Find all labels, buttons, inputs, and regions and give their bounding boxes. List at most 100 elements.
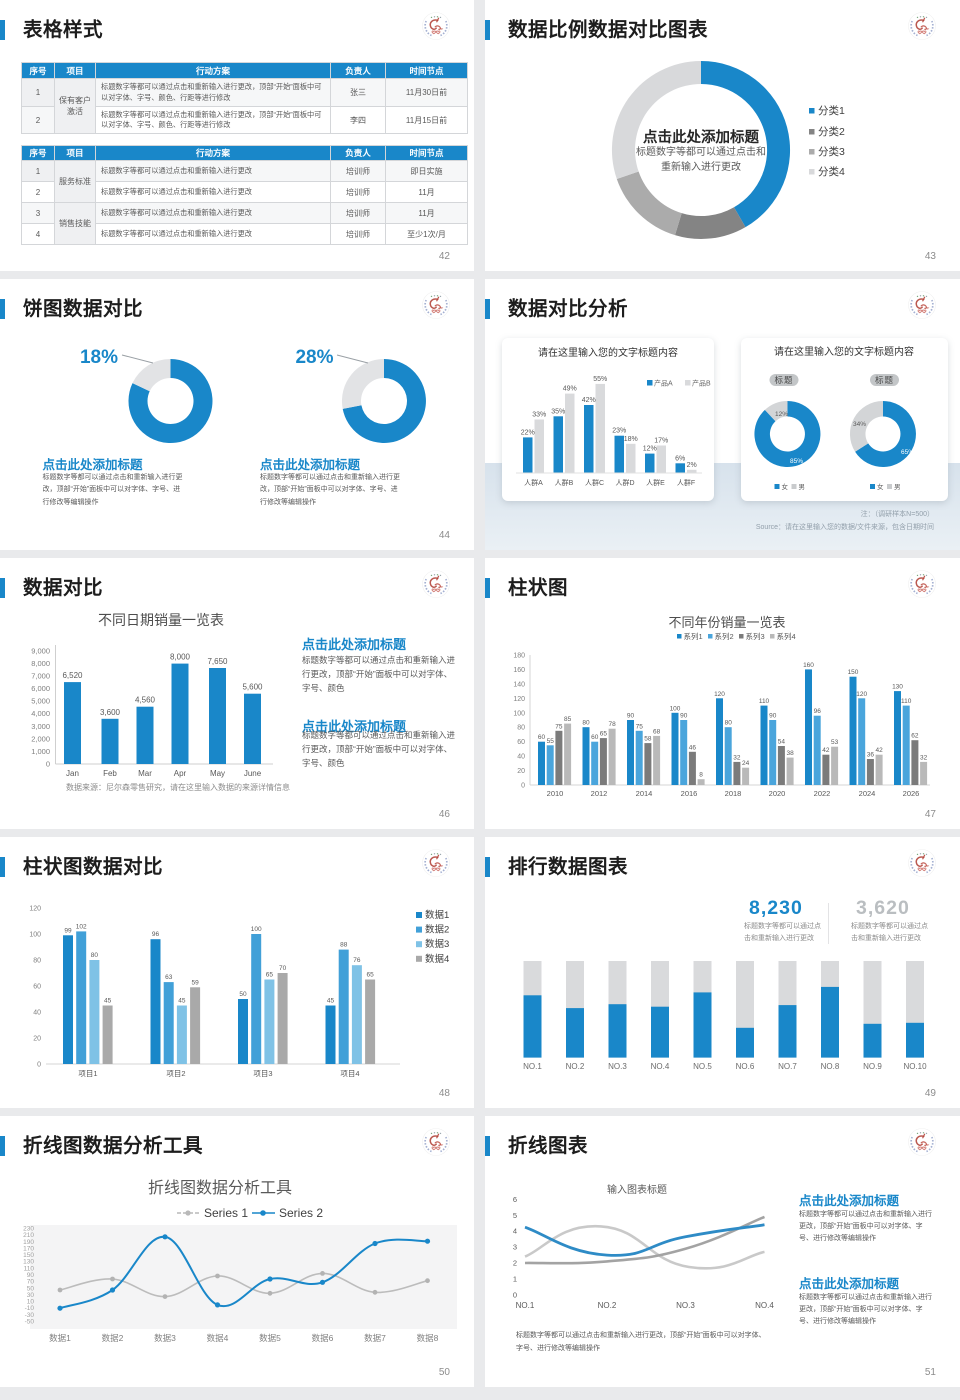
svg-text:-10: -10 [25,1305,35,1312]
svg-text:80: 80 [517,725,525,732]
svg-text:NO.1: NO.1 [516,1301,535,1310]
svg-text:42: 42 [822,747,830,754]
svg-text:210: 210 [23,1232,34,1239]
svg-text:数据4: 数据4 [425,953,449,965]
svg-text:系列1: 系列1 [684,631,703,641]
svg-text:88: 88 [340,942,348,949]
svg-text:180: 180 [513,653,525,660]
svg-text:NO.3: NO.3 [608,1062,627,1071]
svg-text:100: 100 [29,932,41,939]
svg-text:Jan: Jan [66,769,79,778]
svg-text:-50: -50 [25,1319,35,1326]
svg-text:0: 0 [46,759,50,768]
svg-text:100: 100 [670,705,681,712]
svg-text:0: 0 [513,1290,517,1299]
svg-text:120: 120 [29,906,41,913]
svg-text:8: 8 [699,772,703,779]
svg-text:2010: 2010 [547,789,564,798]
svg-text:68: 68 [653,728,661,735]
svg-text:96: 96 [814,708,822,715]
svg-text:NO.1: NO.1 [523,1062,542,1071]
svg-text:系列3: 系列3 [746,631,765,641]
svg-text:数据2: 数据2 [425,924,449,936]
svg-text:2,000: 2,000 [31,734,50,743]
svg-text:数据5: 数据5 [259,1333,281,1343]
svg-text:产品A: 产品A [654,379,673,388]
svg-text:100: 100 [513,710,525,717]
svg-text:90: 90 [769,713,777,720]
svg-text:160: 160 [803,662,814,669]
svg-text:110: 110 [759,698,770,705]
svg-text:标题: 标题 [774,375,793,385]
svg-text:0: 0 [521,783,525,790]
svg-text:55: 55 [547,738,555,745]
svg-text:分类3: 分类3 [818,145,845,158]
svg-text:4,000: 4,000 [31,709,50,718]
svg-text:170: 170 [23,1245,34,1252]
svg-text:5: 5 [513,1211,517,1220]
svg-text:24: 24 [742,760,750,767]
svg-text:标题: 标题 [875,375,894,385]
svg-text:63: 63 [165,974,173,981]
svg-text:2%: 2% [687,462,697,469]
svg-text:项目1: 项目1 [78,1069,97,1078]
svg-text:2020: 2020 [769,789,786,798]
svg-text:90: 90 [627,713,635,720]
svg-text:数据7: 数据7 [364,1333,386,1343]
svg-text:55%: 55% [593,376,607,383]
svg-text:34%: 34% [853,421,866,428]
svg-text:数据6: 数据6 [312,1333,334,1343]
svg-text:130: 130 [892,684,903,691]
svg-text:系列4: 系列4 [777,631,796,641]
svg-text:数据来源：尼尔森零售研究，请在这里输入数据的来源详情信息: 数据来源：尼尔森零售研究，请在这里输入数据的来源详情信息 [66,782,290,792]
svg-text:60: 60 [538,734,546,741]
svg-text:3: 3 [513,1243,517,1252]
svg-text:85: 85 [564,716,572,723]
svg-text:65: 65 [266,972,274,979]
svg-text:Series 1: Series 1 [204,1206,248,1220]
svg-text:6%: 6% [675,455,685,462]
svg-text:12%: 12% [775,411,788,418]
svg-text:90: 90 [27,1272,35,1279]
svg-text:35%: 35% [551,408,565,415]
svg-text:18%: 18% [624,436,638,443]
svg-text:140: 140 [513,681,525,688]
svg-text:5,000: 5,000 [31,697,50,706]
svg-text:数据3: 数据3 [425,938,449,950]
svg-text:120: 120 [714,691,725,698]
svg-text:不同日期销量一览表: 不同日期销量一览表 [98,612,224,628]
svg-text:23%: 23% [612,428,626,435]
svg-text:数据1: 数据1 [425,909,449,921]
svg-text:65%: 65% [901,449,914,456]
svg-text:请在这里输入您的文字标题内容: 请在这里输入您的文字标题内容 [538,346,678,359]
svg-text:49%: 49% [563,386,577,393]
svg-text:59: 59 [191,979,199,986]
svg-text:12%: 12% [643,446,657,453]
svg-text:70: 70 [27,1279,35,1286]
svg-text:80: 80 [91,952,99,959]
svg-text:80: 80 [582,720,590,727]
svg-text:58: 58 [644,736,652,743]
svg-text:130: 130 [23,1259,34,1266]
svg-text:80: 80 [33,958,41,965]
svg-text:60: 60 [33,984,41,991]
svg-text:120: 120 [856,691,867,698]
svg-text:NO.7: NO.7 [778,1062,797,1071]
svg-text:20: 20 [33,1036,41,1043]
svg-text:Mar: Mar [138,769,152,778]
svg-text:54: 54 [778,739,786,746]
svg-text:2026: 2026 [903,789,920,798]
svg-text:输入图表标题: 输入图表标题 [607,1183,667,1196]
svg-text:17%: 17% [654,438,668,445]
svg-text:数据2: 数据2 [102,1333,124,1343]
svg-text:99: 99 [64,927,72,934]
svg-text:2024: 2024 [859,789,876,798]
svg-text:32: 32 [733,754,741,761]
svg-text:190: 190 [23,1239,34,1246]
svg-text:2022: 2022 [814,789,831,798]
svg-text:53: 53 [831,739,839,746]
svg-text:不同年份销量一览表: 不同年份销量一览表 [668,615,785,630]
svg-text:160: 160 [513,667,525,674]
svg-text:4,560: 4,560 [135,696,156,705]
svg-text:项目3: 项目3 [253,1069,272,1078]
